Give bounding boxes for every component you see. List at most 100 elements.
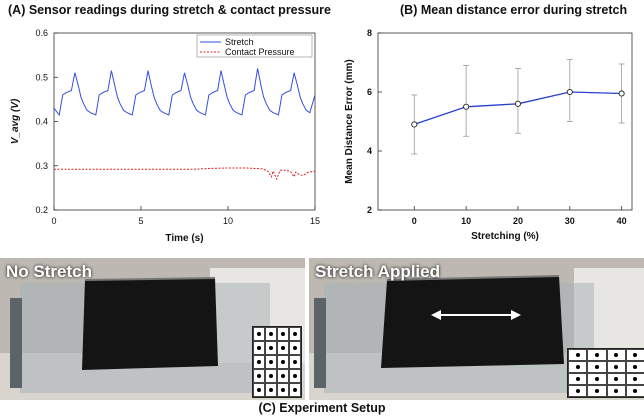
plot-frame — [377, 32, 633, 211]
grid-cell — [625, 385, 644, 397]
electrode-dot — [614, 389, 619, 393]
electrode-grid-unstretched — [252, 326, 302, 398]
electrode-dot — [575, 389, 580, 393]
grid-cell — [289, 341, 301, 355]
electrode-dot — [269, 360, 273, 364]
grid-cell — [625, 361, 644, 373]
legend-label: Stretch — [225, 37, 254, 47]
grid-cell — [289, 355, 301, 369]
grid-cell — [277, 355, 289, 369]
sensor-sheet — [82, 278, 218, 370]
grid-cell — [253, 369, 265, 383]
data-point — [514, 100, 522, 107]
x-tick-label: 40 — [617, 216, 627, 226]
electrode-dot — [293, 374, 297, 378]
grid-cell — [568, 385, 588, 397]
electrode-dot — [614, 353, 619, 357]
x-tick-label: 5 — [138, 216, 143, 226]
electrode-dot — [281, 360, 285, 364]
electrode-grid-stretched — [567, 348, 644, 398]
electrode-dot — [281, 332, 285, 336]
data-point — [566, 88, 573, 96]
electrode-dot — [594, 365, 599, 369]
grid-cell — [606, 373, 626, 385]
grid-cell — [277, 341, 289, 355]
grid-cell — [625, 373, 644, 385]
mean-error-line — [414, 91, 622, 126]
grid-cell — [568, 373, 588, 385]
x-tick-label: 10 — [461, 216, 471, 226]
plot-frame — [53, 32, 316, 211]
grid-cell — [277, 383, 289, 397]
grid-cell — [587, 361, 607, 373]
electrode-dot — [614, 377, 619, 381]
electrode-dot — [269, 388, 273, 392]
grid-cell — [265, 355, 277, 369]
y-tick-label: 0.6 — [35, 28, 48, 38]
electrode-dot — [293, 346, 297, 350]
electrode-dot — [633, 365, 638, 369]
panel-a-title: (A) Sensor readings during stretch & con… — [8, 3, 331, 17]
grid-cell — [277, 327, 289, 341]
x-tick-label: 10 — [223, 216, 233, 226]
electrode-dot — [269, 346, 273, 350]
data-point — [411, 121, 418, 128]
grid-cell — [253, 355, 265, 369]
grid-cell — [606, 349, 626, 361]
electrode-dot — [293, 332, 297, 336]
electrode-dot — [281, 346, 285, 350]
electrode-dot — [293, 360, 297, 364]
x-tick-label: 0 — [412, 216, 417, 226]
electrode-dot — [575, 377, 580, 381]
sensor-wire-edge — [84, 277, 216, 281]
grid-cell — [587, 373, 607, 385]
electrode-dot — [269, 332, 273, 336]
y-tick-label: 0.4 — [35, 117, 48, 127]
grid-cell — [277, 369, 289, 383]
y-tick-label: 0.3 — [35, 161, 48, 171]
photo-stretch-applied: Stretch Applied — [309, 258, 644, 400]
electrode-dot — [633, 389, 638, 393]
grid-cell — [253, 383, 265, 397]
grid-cell — [587, 385, 607, 397]
y-tick-label: 0.2 — [35, 205, 48, 215]
grid-cell — [606, 361, 626, 373]
legend-box — [196, 34, 313, 58]
clamp-left — [10, 298, 22, 388]
series-contact-pressure-line — [54, 167, 316, 181]
electrode-dot — [269, 374, 273, 378]
grid-cell — [568, 349, 588, 361]
label-no-stretch: No Stretch — [6, 262, 92, 281]
x-tick-label: 30 — [565, 216, 575, 226]
grid-cell — [289, 327, 301, 341]
electrode-dot — [614, 365, 619, 369]
data-point — [618, 90, 625, 97]
electrode-dot — [594, 377, 599, 381]
electrode-dot — [594, 389, 599, 393]
x-tick-label: 15 — [310, 216, 320, 226]
electrode-dot — [575, 353, 580, 357]
x-axis-label: Stretching (%) — [471, 231, 539, 242]
electrode-dot — [575, 365, 580, 369]
photo-no-stretch: No Stretch — [0, 258, 305, 400]
y-tick-label: 6 — [367, 87, 372, 97]
series-stretch-line — [53, 68, 316, 117]
grid-cell — [265, 369, 277, 383]
electrode-dot — [293, 388, 297, 392]
grid-cell — [289, 369, 301, 383]
clamp-left — [314, 298, 326, 388]
electrode-dot — [281, 374, 285, 378]
stretch-arrow — [431, 310, 521, 320]
electrode-dot — [257, 388, 261, 392]
legend-label: Contact Pressure — [225, 47, 295, 57]
grid-cell — [253, 327, 265, 341]
grid-cell — [265, 341, 277, 355]
x-tick-label: 20 — [513, 216, 523, 226]
grid-cell — [253, 341, 265, 355]
grid-cell — [568, 361, 588, 373]
electrode-dot — [257, 332, 261, 336]
sensor-sheet — [381, 276, 564, 368]
x-axis-label: Time (s) — [165, 233, 203, 244]
y-tick-label: 8 — [367, 28, 372, 38]
electrode-dot — [633, 377, 638, 381]
